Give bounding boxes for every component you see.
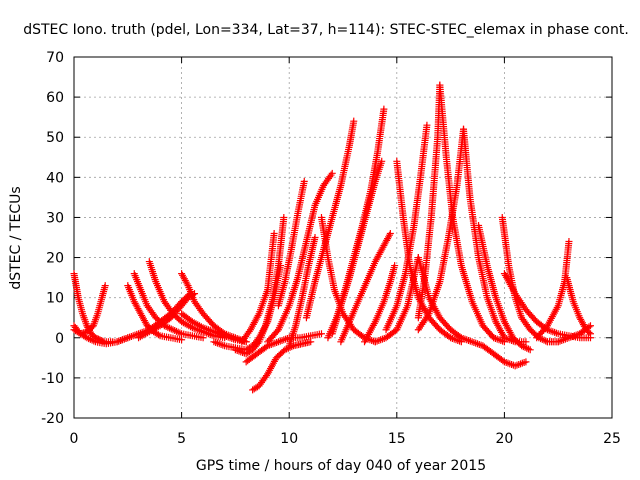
data-point [300, 177, 308, 185]
series-12 [238, 229, 278, 346]
data-point [380, 105, 388, 113]
data-point [245, 327, 253, 335]
series-14 [242, 330, 325, 366]
data-point [262, 372, 270, 380]
data-point [328, 169, 336, 177]
series-9 [178, 310, 250, 346]
data-point [171, 327, 179, 335]
series-35 [533, 238, 573, 342]
data-point [166, 324, 174, 332]
series-2 [70, 322, 132, 348]
series-17 [285, 234, 319, 350]
data-point [270, 229, 278, 237]
data-point [311, 234, 319, 241]
data-point [176, 329, 184, 337]
data-point [538, 335, 546, 343]
data-point [167, 325, 175, 333]
data-point [172, 327, 180, 335]
data-point [174, 328, 182, 336]
plot-frame [73, 56, 613, 419]
y-tick-label: 20 [46, 251, 64, 267]
data-point [83, 322, 91, 330]
x-tick-label: 15 [388, 431, 406, 447]
data-point [281, 346, 289, 354]
data-point [519, 343, 527, 351]
data-point [317, 330, 325, 338]
data-point [85, 335, 93, 343]
series-18 [302, 117, 358, 322]
axis-ticks: 0 5 10 15 20 25 -20 -10 0 10 20 30 40 50 60 70 [41, 50, 621, 447]
x-tick-label: 5 [177, 431, 186, 447]
series-13 [249, 338, 315, 394]
y-tick-label: 10 [46, 291, 64, 307]
data-point [391, 262, 399, 270]
data-point [522, 358, 530, 366]
data-point [280, 213, 288, 221]
series-15 [264, 169, 336, 346]
data-point [178, 336, 186, 344]
series-25 [382, 121, 431, 334]
series-28 [436, 81, 508, 346]
series-37 [543, 322, 594, 346]
data-point [540, 336, 548, 344]
grid-lines [74, 57, 612, 418]
x-tick-label: 0 [70, 431, 79, 447]
data-point [525, 345, 533, 353]
x-axis-label: GPS time / hours of day 040 of year 2015 [196, 458, 486, 474]
x-tick-label: 20 [495, 431, 513, 447]
data-point [88, 336, 96, 344]
y-tick-label: 60 [46, 90, 64, 106]
series-21 [328, 157, 386, 338]
data-point [522, 338, 530, 346]
series-23 [361, 262, 399, 346]
series-22 [337, 229, 394, 346]
data-point [585, 323, 593, 331]
data-point [183, 280, 191, 288]
data-point [83, 334, 91, 342]
data-point [254, 339, 262, 347]
data-point [586, 330, 594, 338]
data-point [199, 334, 207, 342]
data-point [101, 282, 109, 290]
data-point [518, 342, 526, 350]
data-point [526, 346, 534, 354]
data-point [169, 326, 177, 334]
data-point [378, 157, 386, 165]
data-point [385, 231, 393, 239]
data-point [273, 327, 281, 335]
x-tick-label: 25 [603, 431, 621, 447]
series-32 [475, 221, 534, 354]
y-tick-label: -20 [41, 411, 64, 427]
y-tick-label: 40 [46, 170, 64, 186]
data-point [327, 171, 335, 179]
data-point [90, 337, 98, 345]
data-point [386, 229, 394, 237]
chart-title: dSTEC Iono. truth (pdel, Lon=334, Lat=37… [23, 22, 629, 38]
series-16 [274, 177, 308, 310]
data-point [423, 121, 431, 129]
data-point [542, 337, 550, 345]
data-point [350, 117, 358, 125]
y-tick-label: 30 [46, 210, 64, 226]
y-tick-label: 70 [46, 50, 64, 66]
data-marks [70, 81, 594, 394]
data-point [523, 344, 531, 352]
data-point [154, 331, 162, 339]
x-tick-label: 10 [280, 431, 298, 447]
data-point [86, 335, 94, 343]
data-point [307, 338, 315, 346]
series-11 [231, 213, 288, 358]
y-tick-label: -10 [41, 371, 64, 387]
series-31 [414, 254, 530, 370]
y-tick-label: 50 [46, 130, 64, 146]
data-point [565, 238, 573, 246]
data-point [521, 343, 529, 351]
data-point [586, 322, 594, 330]
series-29 [414, 125, 468, 334]
data-point [164, 323, 172, 331]
y-tick-label: 0 [55, 331, 64, 347]
y-axis-label: dSTEC / TECUs [8, 186, 24, 289]
